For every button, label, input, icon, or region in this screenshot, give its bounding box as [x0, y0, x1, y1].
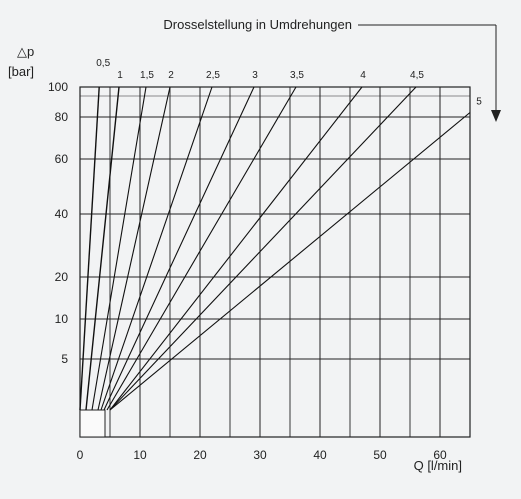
curve-line [109, 112, 471, 411]
curve-line [91, 86, 147, 411]
chart-title: Drosselstellung in Umdrehungen [163, 17, 352, 32]
y-tick-label: 40 [55, 207, 69, 221]
y-tick-label: 10 [55, 312, 69, 326]
x-tick-label: 10 [133, 448, 147, 462]
curve-label: 4,5 [410, 70, 424, 81]
curve-line [103, 86, 255, 411]
y-tick-label: 80 [55, 110, 69, 124]
y-axis-symbol: △p [17, 44, 34, 59]
y-tick-label: 5 [61, 352, 68, 366]
curve-label: 5 [476, 97, 482, 108]
origin-box [79, 409, 106, 438]
x-tick-label: 60 [433, 448, 447, 462]
curve-label: 3,5 [290, 70, 304, 81]
curve-label: 4 [360, 70, 366, 81]
curve-line [109, 86, 363, 411]
curve-line [109, 86, 417, 411]
curve-line [106, 86, 297, 411]
curve-line [100, 86, 213, 411]
tick-labels: 5 10 20 40 60 80 100 0 10 20 30 40 50 60 [48, 80, 447, 462]
curve-line [79, 86, 100, 411]
curve-line [85, 86, 120, 411]
curve-label: 2,5 [206, 70, 220, 81]
curve-label: 3 [252, 70, 258, 81]
curve-label: 1,5 [140, 70, 154, 81]
x-tick-label: 0 [77, 448, 84, 462]
grid [79, 86, 471, 438]
x-tick-label: 50 [373, 448, 387, 462]
curve-labels: 0,5 1 1,5 2 2,5 3 3,5 4 4,5 5 [96, 58, 482, 108]
title-arrow [358, 24, 497, 116]
curve-label: 1 [117, 70, 123, 81]
y-tick-label: 60 [55, 152, 69, 166]
throttle-curves [79, 86, 471, 411]
x-axis-label: Q [l/min] [414, 458, 462, 473]
curve-label: 0,5 [96, 58, 110, 69]
x-tick-label: 30 [253, 448, 267, 462]
title-arrowhead [491, 110, 501, 122]
y-axis-unit: [bar] [8, 64, 34, 79]
x-tick-label: 40 [313, 448, 327, 462]
x-tick-label: 20 [193, 448, 207, 462]
curve-label: 2 [168, 70, 174, 81]
y-tick-label: 20 [55, 270, 69, 284]
curve-line [97, 86, 171, 411]
y-tick-label: 100 [48, 80, 68, 94]
plot-frame [79, 86, 471, 438]
